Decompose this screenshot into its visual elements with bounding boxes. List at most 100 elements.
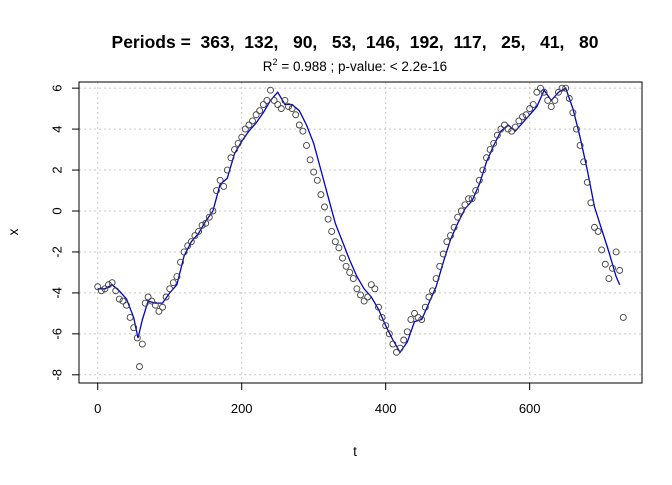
data-point [583, 178, 591, 186]
data-point [396, 344, 404, 352]
y-tick-label: -2 [50, 246, 65, 258]
data-point [227, 154, 235, 162]
data-point [418, 316, 426, 323]
data-point [605, 275, 613, 283]
data-point [231, 146, 238, 154]
data-point [295, 121, 303, 129]
data-point [234, 139, 242, 147]
data-point [144, 293, 152, 301]
data-point [141, 299, 149, 307]
data-point [223, 166, 231, 174]
data-point [313, 176, 321, 184]
data-point [357, 291, 364, 299]
data-point [317, 191, 325, 199]
data-point [267, 86, 274, 94]
data-point [436, 262, 444, 270]
data-point [213, 187, 220, 194]
data-point [425, 293, 433, 301]
r-squared-superscript: 2 [273, 57, 278, 67]
data-point [328, 228, 336, 235]
y-tick-label: 4 [50, 125, 65, 132]
data-point [555, 88, 562, 96]
data-point [537, 84, 544, 92]
data-point [475, 176, 483, 184]
data-point [252, 111, 260, 119]
data-point [576, 142, 584, 149]
data-point [519, 113, 526, 121]
data-point [522, 111, 530, 119]
data-point [288, 105, 296, 113]
fitted-line-series [97, 87, 621, 354]
data-point [385, 330, 393, 338]
data-point [601, 260, 609, 268]
chart-title: Periods = 363, 132, 90, 53, 146, 192, 11… [112, 32, 599, 52]
data-point [414, 314, 422, 321]
data-point [173, 273, 181, 280]
data-point [382, 322, 390, 330]
data-point [479, 166, 487, 174]
data-point [594, 228, 602, 235]
data-point [126, 314, 134, 321]
data-point [490, 139, 498, 147]
x-tick-label: 400 [375, 401, 397, 416]
data-point [220, 182, 228, 190]
data-point [321, 203, 328, 211]
data-point [587, 199, 595, 207]
data-point [133, 334, 141, 342]
data-point [155, 307, 163, 315]
data-point [483, 154, 490, 162]
data-point [558, 84, 566, 92]
data-point [400, 336, 408, 344]
data-point [375, 303, 382, 311]
data-point [526, 105, 534, 113]
data-point [429, 287, 436, 295]
data-point [598, 246, 606, 254]
data-point [270, 96, 278, 104]
y-tick-label: -6 [50, 328, 65, 340]
data-point [342, 262, 350, 270]
data-point [547, 103, 555, 111]
plot-frame [78, 81, 643, 384]
data-point [249, 117, 256, 125]
data-point [209, 207, 217, 215]
data-point [443, 238, 451, 246]
data-point [609, 264, 616, 272]
data-point [569, 109, 577, 117]
data-point [439, 250, 447, 258]
data-point [533, 88, 541, 96]
data-point [565, 94, 573, 102]
data-point [216, 176, 224, 184]
y-tick-label: 0 [50, 207, 65, 214]
data-point [493, 131, 501, 139]
data-point [529, 101, 537, 108]
data-point [367, 281, 375, 289]
data-point [306, 156, 314, 164]
y-axis: -8 -6 -4 -2 0 2 4 6 [50, 85, 80, 381]
data-point [389, 340, 397, 348]
data-point [497, 125, 505, 133]
data-point [544, 96, 552, 104]
data-point [465, 195, 472, 203]
data-point [241, 125, 249, 133]
data-point [162, 293, 170, 301]
data-point [159, 303, 166, 311]
data-point [148, 297, 156, 305]
data-point [461, 201, 469, 209]
x-tick-label: 200 [231, 401, 253, 416]
data-point [166, 285, 174, 293]
data-point [285, 103, 292, 111]
data-point [94, 283, 102, 291]
chart-subtitle: R2 = 0.988 ; p-value: < 2.2e-16 [263, 57, 447, 74]
data-point [256, 107, 264, 115]
data-point [198, 221, 206, 229]
data-point [299, 127, 307, 135]
data-points-series [94, 84, 627, 371]
data-point [511, 123, 519, 131]
data-point [303, 142, 310, 149]
data-point [591, 223, 598, 231]
data-point [277, 105, 285, 113]
data-point [616, 266, 624, 274]
data-point [324, 215, 332, 223]
data-point [421, 303, 429, 311]
